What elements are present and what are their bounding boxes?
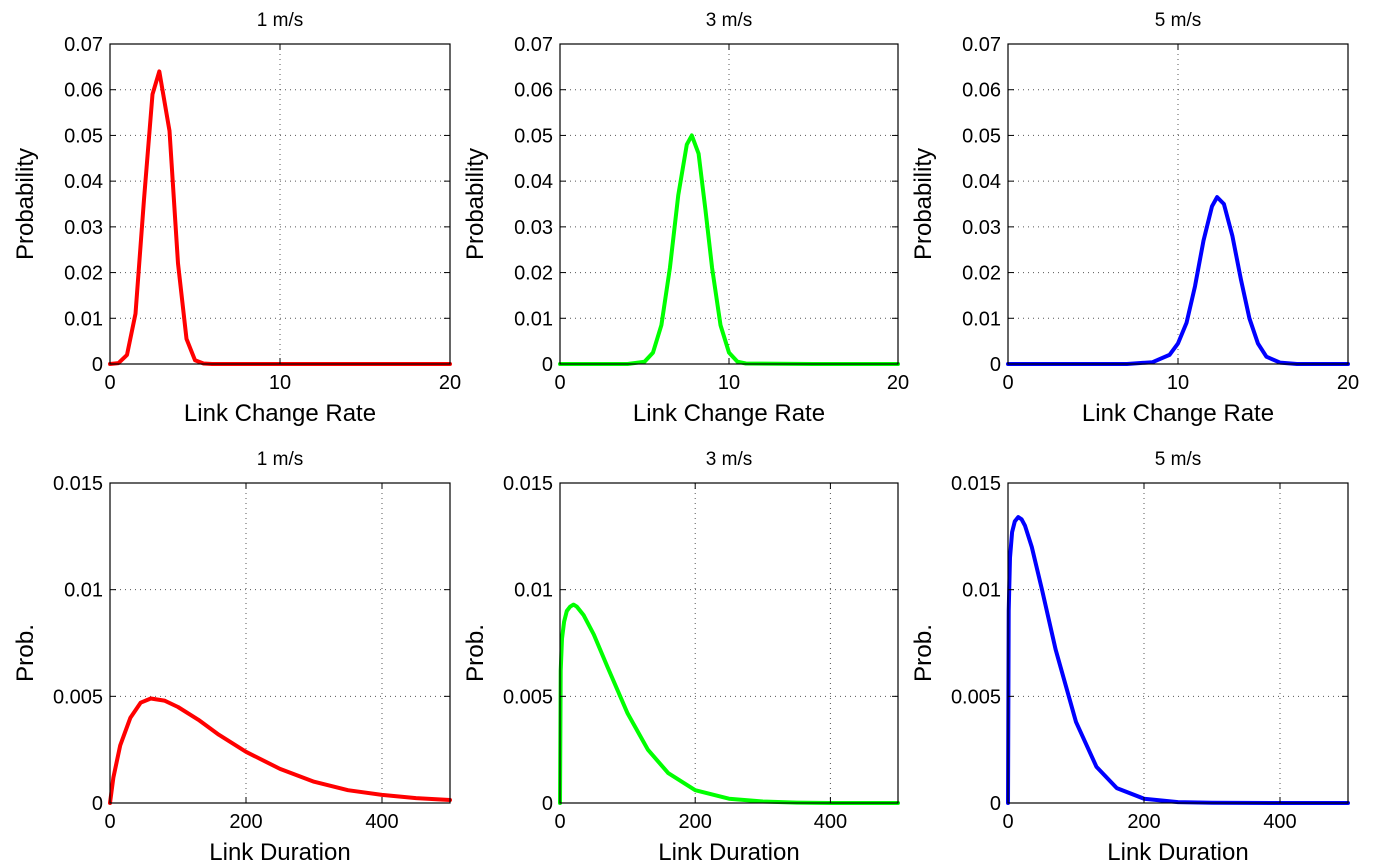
series-line (558, 133, 900, 366)
y-tick-label: 0.02 (962, 263, 1001, 285)
x-tick-label: 400 (365, 811, 398, 833)
chart-panel-4: 0 200 400 0 0.005 0.01 0.015 1 m/s Link Duration… (12, 449, 452, 863)
series-line (108, 696, 452, 805)
x-axis-label: Link Duration (209, 839, 350, 863)
x-tick-label: 10 (269, 372, 291, 394)
y-tick-label: 0.01 (962, 308, 1001, 330)
y-tick-label: 0.07 (962, 34, 1001, 56)
x-tick-label: 0 (104, 811, 115, 833)
y-axis-label: Prob. (910, 624, 937, 682)
y-axis-label: Probability (12, 148, 39, 260)
y-tick-label: 0.06 (514, 80, 553, 102)
x-tick-label: 20 (439, 372, 461, 394)
x-tick-label: 10 (718, 372, 740, 394)
y-tick-label: 0.03 (514, 217, 553, 239)
chart-panel-3: 0 10 20 0 0.01 0.02 0.03 0.04 0.05 0.06 0.07 5 m/s L… (910, 10, 1359, 427)
series-line (108, 69, 452, 366)
x-axis-label: Link Duration (658, 839, 799, 863)
y-tick-label: 0 (92, 793, 103, 815)
x-axis-label: Link Change Rate (184, 400, 376, 427)
y-axis-label: Probability (462, 148, 489, 260)
y-tick-label: 0.015 (53, 473, 103, 495)
chart-title: 5 m/s (1155, 449, 1201, 470)
x-axis-label: Link Change Rate (633, 400, 825, 427)
y-tick-label: 0.05 (962, 125, 1001, 147)
x-axis-label: Link Duration (1107, 839, 1248, 863)
y-tick-label: 0.05 (64, 125, 103, 147)
y-tick-label: 0.01 (962, 580, 1001, 602)
y-tick-label: 0.005 (503, 686, 553, 708)
chart-title: 3 m/s (706, 449, 752, 470)
x-tick-label: 0 (554, 372, 565, 394)
y-tick-label: 0.02 (64, 263, 103, 285)
x-tick-label: 10 (1167, 372, 1189, 394)
y-tick-label: 0.04 (962, 171, 1001, 193)
y-tick-label: 0.06 (64, 80, 103, 102)
chart-title: 3 m/s (706, 10, 752, 31)
series-line (558, 602, 900, 805)
x-tick-label: 200 (1127, 811, 1160, 833)
y-tick-label: 0.015 (503, 473, 553, 495)
x-tick-label: 200 (679, 811, 712, 833)
y-tick-label: 0 (542, 793, 553, 815)
x-tick-label: 200 (229, 811, 262, 833)
y-tick-label: 0.005 (951, 686, 1001, 708)
x-tick-label: 400 (814, 811, 847, 833)
y-axis-label: Prob. (12, 624, 39, 682)
y-tick-label: 0.07 (64, 34, 103, 56)
y-tick-label: 0.06 (962, 80, 1001, 102)
y-tick-label: 0.01 (514, 308, 553, 330)
x-tick-label: 0 (104, 372, 115, 394)
y-axis-label: Probability (910, 148, 937, 260)
plot-frame (559, 482, 899, 804)
x-tick-label: 0 (1002, 811, 1013, 833)
y-tick-label: 0.04 (514, 171, 553, 193)
plot-frame (1007, 482, 1349, 804)
y-tick-label: 0.07 (514, 34, 553, 56)
y-tick-label: 0.04 (64, 171, 103, 193)
series-line (1006, 195, 1350, 366)
y-tick-label: 0.01 (64, 580, 103, 602)
x-tick-label: 20 (887, 372, 909, 394)
chart-panel-5: 0 200 400 0 0.005 0.01 0.015 3 m/s Link Duration… (462, 449, 900, 863)
y-tick-label: 0 (92, 354, 103, 376)
y-tick-label: 0 (542, 354, 553, 376)
chart-title: 5 m/s (1155, 10, 1201, 31)
y-tick-label: 0.015 (951, 473, 1001, 495)
y-tick-label: 0.05 (514, 125, 553, 147)
y-tick-label: 0.03 (64, 217, 103, 239)
chart-panel-6: 0 200 400 0 0.005 0.01 0.015 5 m/s Link Duration… (910, 449, 1350, 863)
y-tick-label: 0.01 (64, 308, 103, 330)
y-tick-label: 0.02 (514, 263, 553, 285)
y-tick-label: 0 (990, 793, 1001, 815)
series-line (1006, 515, 1350, 805)
x-tick-label: 20 (1337, 372, 1359, 394)
y-axis-label: Prob. (462, 624, 489, 682)
plot-frame (109, 482, 451, 804)
y-tick-label: 0 (990, 354, 1001, 376)
x-tick-label: 0 (1002, 372, 1013, 394)
y-tick-label: 0.03 (962, 217, 1001, 239)
x-tick-label: 400 (1263, 811, 1296, 833)
chart-panel-1: 0 10 20 0 0.01 0.02 0.03 0.04 0.05 0.06 0.07 1 m/s L… (12, 10, 461, 427)
chart-title: 1 m/s (257, 10, 303, 31)
y-tick-label: 0.005 (53, 686, 103, 708)
y-tick-label: 0.01 (514, 580, 553, 602)
chart-title: 1 m/s (257, 449, 303, 470)
x-tick-label: 0 (554, 811, 565, 833)
x-axis-label: Link Change Rate (1082, 400, 1274, 427)
chart-panel-2: 0 10 20 0 0.01 0.02 0.03 0.04 0.05 0.06 0.07 3 m/s L… (462, 10, 909, 427)
